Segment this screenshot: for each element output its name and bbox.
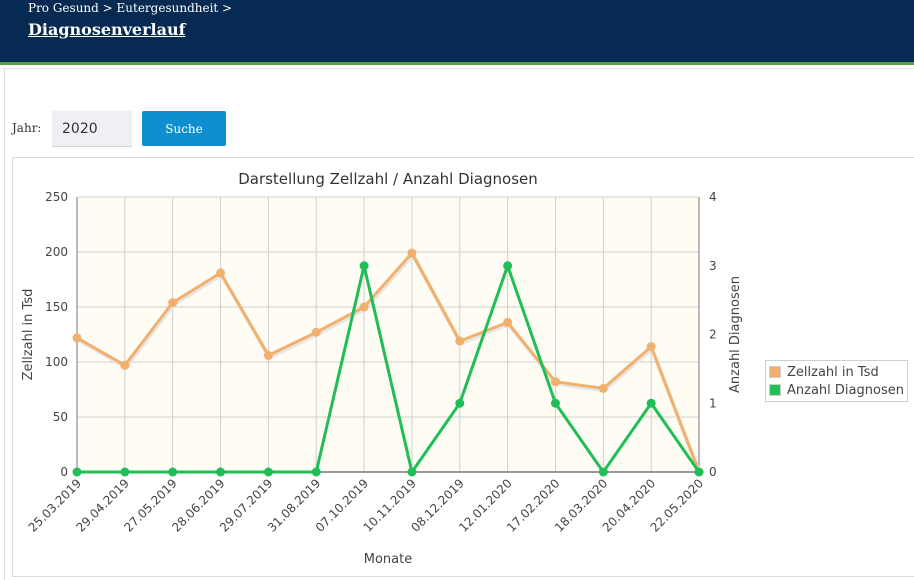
y2-tick-label: 3	[709, 259, 717, 273]
x-axis-label: Monate	[364, 552, 412, 567]
data-point-cells	[311, 327, 321, 337]
data-point-diagnoses	[311, 467, 321, 477]
y2-axis-label: Anzahl Diagnosen	[728, 276, 743, 393]
plot-area	[77, 197, 699, 472]
y2-tick-label: 2	[709, 328, 717, 342]
y2-tick-label: 1	[709, 396, 717, 410]
legend-label-diagnoses: Anzahl Diagnosen	[787, 382, 904, 398]
series-line-diagnoses	[77, 264, 701, 474]
data-point-cells	[263, 350, 273, 360]
data-point-diagnoses	[598, 467, 608, 477]
data-point-cells	[503, 317, 513, 327]
year-input[interactable]	[52, 111, 132, 147]
content-area	[4, 68, 914, 580]
search-button[interactable]: Suche	[142, 111, 226, 146]
y-tick-label: 250	[45, 190, 68, 204]
data-point-cells	[72, 333, 82, 343]
data-point-cells	[359, 302, 369, 312]
data-point-cells	[455, 336, 465, 346]
chart-title: Darstellung Zellzahl / Anzahl Diagnosen	[238, 170, 538, 188]
header-bar: Pro Gesund > Eutergesundheit > Diagnosen…	[0, 0, 914, 65]
y-tick-label: 0	[60, 465, 68, 479]
data-point-diagnoses	[120, 467, 130, 477]
legend-swatch-cells	[769, 366, 781, 378]
data-point-diagnoses	[694, 467, 704, 477]
data-point-diagnoses	[359, 261, 369, 271]
y-tick-label: 50	[53, 410, 68, 424]
data-point-diagnoses	[168, 467, 178, 477]
data-point-cells	[407, 248, 417, 258]
data-point-cells	[120, 360, 130, 370]
data-point-diagnoses	[550, 398, 560, 408]
y2-tick-label: 0	[709, 465, 717, 479]
data-point-diagnoses	[646, 398, 656, 408]
breadcrumb[interactable]: Pro Gesund > Eutergesundheit >	[28, 1, 233, 15]
y-tick-label: 200	[45, 245, 68, 259]
data-point-diagnoses	[503, 261, 513, 271]
legend-item-cells[interactable]: Zellzahl in Tsd	[769, 363, 907, 381]
data-point-cells	[216, 268, 226, 278]
data-point-diagnoses	[407, 467, 417, 477]
page-title[interactable]: Diagnosenverlauf	[28, 20, 186, 39]
legend-label-cells: Zellzahl in Tsd	[787, 364, 879, 380]
y2-tick-label: 4	[709, 190, 717, 204]
data-point-cells	[550, 377, 560, 387]
chart-legend: Zellzahl in Tsd Anzahl Diagnosen	[765, 360, 908, 402]
legend-item-diagnoses[interactable]: Anzahl Diagnosen	[769, 381, 907, 399]
y-tick-label: 150	[45, 300, 68, 314]
y-axis-label: Zellzahl in Tsd	[21, 289, 36, 381]
data-point-cells	[168, 298, 178, 308]
chart-container	[12, 157, 914, 577]
data-point-diagnoses	[263, 467, 273, 477]
series-line-cells-shadow	[77, 251, 702, 475]
data-point-cells	[646, 342, 656, 352]
data-point-cells	[598, 383, 608, 393]
data-point-diagnoses	[72, 467, 82, 477]
year-label: Jahr:	[12, 121, 42, 135]
data-point-diagnoses	[216, 467, 226, 477]
data-point-diagnoses	[455, 398, 465, 408]
legend-swatch-diagnoses	[769, 384, 781, 396]
y-tick-label: 100	[45, 355, 68, 369]
series-line-cells	[76, 251, 701, 473]
